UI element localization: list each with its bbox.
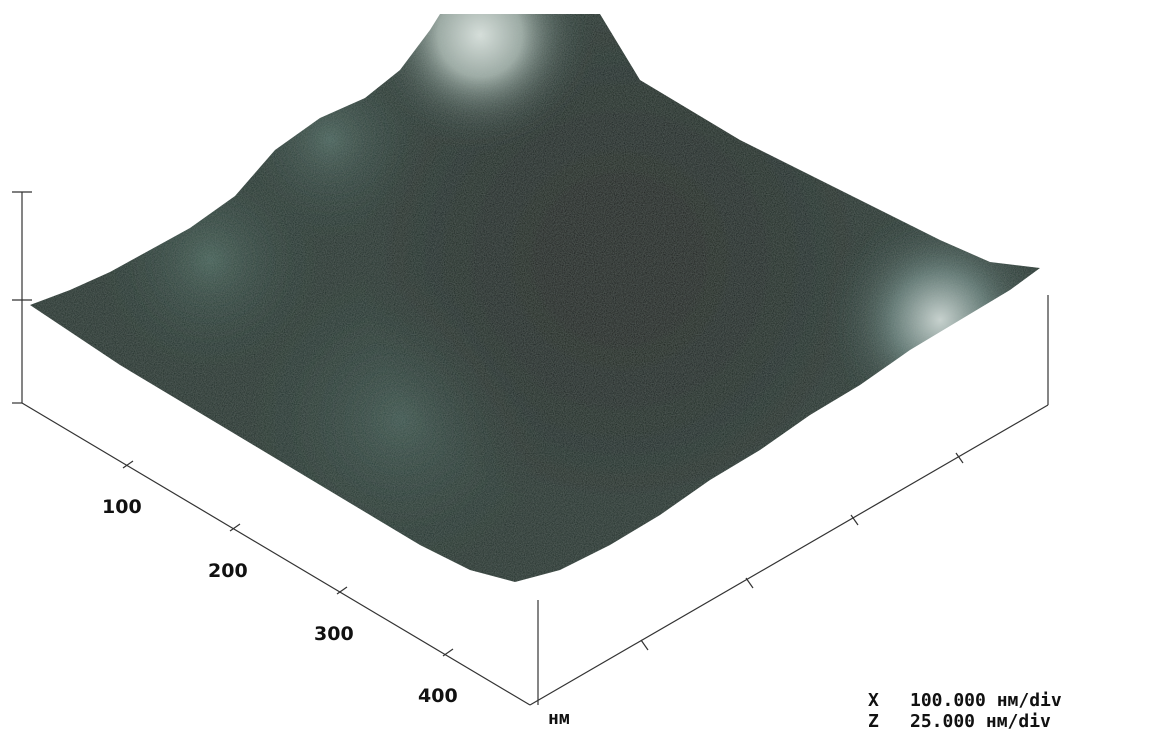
tick-label: 100 — [102, 496, 142, 518]
page: 100 200 300 400 нм X 100.000 нм/div Z 25… — [0, 0, 1152, 733]
scale-axis: Z — [868, 711, 879, 732]
afm-image: 100 200 300 400 нм X 100.000 нм/div Z 25… — [0, 0, 1152, 733]
scale-value: 25.000 нм/div — [910, 711, 1051, 732]
tick-label: 400 — [418, 685, 458, 707]
tick-label: 300 — [314, 623, 354, 645]
axis-tick — [443, 649, 453, 656]
axis-tick — [641, 640, 648, 650]
surface — [0, 0, 1152, 733]
scale-axis: X — [868, 690, 879, 711]
scale-value: 100.000 нм/div — [910, 690, 1062, 711]
axis-tick — [746, 578, 753, 588]
axis-unit: нм — [548, 708, 570, 729]
tick-label: 200 — [208, 560, 248, 582]
